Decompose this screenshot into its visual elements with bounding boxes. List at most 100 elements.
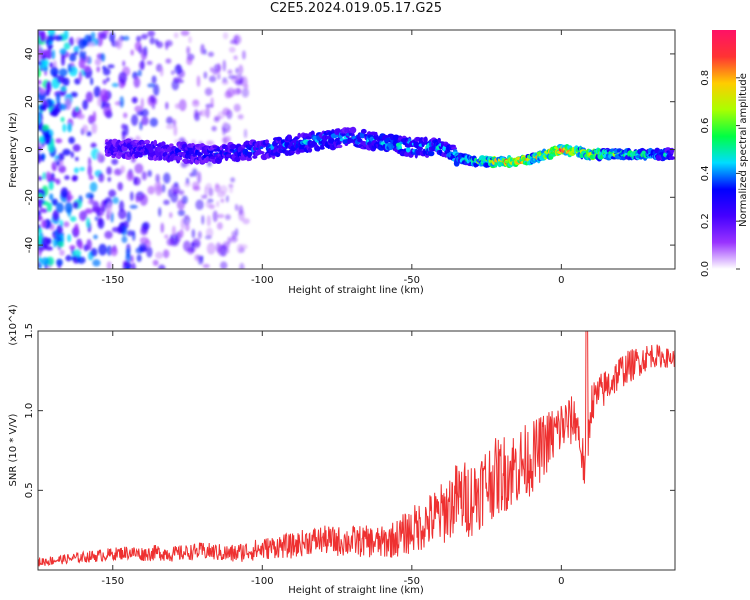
spectrogram-noise-blob [166,238,174,246]
spectrogram-noise-blob [106,245,113,256]
spectrogram-noise-blob [153,182,161,191]
spectrogram-noise-blob [196,75,201,88]
spectrogram-noise-blob [121,130,126,143]
spectrogram-noise-blob [95,216,99,221]
spectrogram-noise-blob [75,106,79,112]
spectrogram-noise-blob [68,136,75,144]
spectrogram-noise-blob [96,151,102,163]
spectrogram-noise-blob [203,71,208,79]
spectrogram-noise-blob [59,48,67,55]
spectrogram-noise-blob [207,51,215,57]
spectrogram-noise-blob [52,209,60,222]
spectrogram-ridge-cell [246,156,253,161]
spectrogram-noise-blob [174,103,181,109]
spectrogram-noise-blob [188,35,192,44]
spectrogram-noise-blob [171,225,176,237]
spectrogram-noise-blob [181,195,188,205]
spectrogram-noise-blob [147,83,155,88]
spectrogram-noise-blob [166,116,174,125]
spectrogram-noise-blob [134,41,142,52]
spectrogram-noise-blob [111,158,119,165]
spectrogram-noise-blob [229,39,237,45]
spectrogram-noise-blob [38,153,42,164]
spectrogram-noise-blob [86,238,92,251]
spectrogram-noise-blob [89,181,98,193]
spectrogram-noise-blob [243,128,248,139]
spectrogram-noise-blob [228,46,236,53]
spectrogram-noise-blob [40,236,50,249]
spectrogram-noise-blob [62,123,67,133]
spectrogram-noise-blob [118,71,128,84]
spectrogram-ridge-cell [417,146,423,151]
spectrogram-noise-blob [134,163,144,174]
spectrogram-ridge-cell [415,137,420,142]
spectrogram-ridge-cell [258,151,265,155]
spectrogram-noise-blob [47,34,55,43]
spectrogram-ridge-cell [276,136,283,142]
spectrogram-noise-blob [186,56,193,66]
spectrogram-noise-blob [171,79,180,91]
spectrogram-noise-blob [58,165,67,174]
spectrogram-ridge-cell [297,132,302,139]
spectrogram-noise-blob [149,117,158,127]
spectrogram-noise-blob [205,106,210,119]
spectrogram-noise-blob [102,79,107,85]
spectrogram-noise-blob [85,91,94,103]
spectrogram-noise-blob [198,231,202,239]
spectrogram-noise-blob [133,176,141,186]
spectrogram-noise-blob [231,230,236,240]
spectrogram-noise-blob [149,37,155,45]
spectrogram-noise-blob [138,242,147,253]
spectrogram-noise-blob [227,69,233,75]
spectrogram-ridge-cell [423,136,428,143]
spectrogram-noise-blob [226,87,236,98]
spectrogram-noise-blob [201,214,205,225]
spectrogram-noise-blob [87,164,92,177]
spectrogram-noise-blob [44,89,50,97]
spectrogram-noise-blob [165,42,169,51]
spectrogram-ridge-cell [229,144,237,150]
spectrogram-noise-blob [38,215,43,221]
x-tick-label: -150 [101,275,124,286]
spectrogram-ridge-cell [392,134,400,141]
spectrogram-noise-blob [147,30,156,37]
spectrogram-noise-blob [165,124,174,130]
spectrogram-noise-blob [82,124,89,133]
spectrogram-noise-blob [65,254,72,262]
spectrogram-noise-blob [38,142,41,147]
spectrogram-noise-blob [131,262,136,269]
spectrogram-noise-blob [97,96,102,107]
spectrogram-noise-blob [129,204,138,209]
spectrogram-noise-blob [62,148,71,156]
spectrogram-ridge-cell [194,158,200,165]
spectrogram-noise-blob [51,177,57,183]
spectrogram-noise-blob [50,66,59,77]
spectrogram-noise-blob [98,217,103,226]
spectrogram-ridge-cell [307,147,313,153]
spectrogram-noise-blob [61,54,66,67]
spectrogram-noise-blob [68,36,75,47]
x-tick-label: -100 [251,576,274,587]
spectrogram-ridge-cell [331,129,335,133]
spectrogram-noise-blob [201,194,208,199]
spectrogram-heatmap [38,30,675,269]
spectrogram-noise-blob [158,264,166,269]
spectrogram-noise-blob [115,38,123,50]
spectrogram-noise-blob [204,186,208,198]
spectrogram-ridge-cell [144,139,151,145]
spectrogram-noise-blob [77,38,87,50]
spectrogram-ridge-cell [427,150,435,157]
spectrogram-noise-blob [155,251,164,259]
spectrogram-noise-blob [191,228,196,239]
spectrogram-noise-blob [117,182,123,191]
spectrogram-noise-blob [136,35,142,43]
spectrogram-noise-blob [78,58,85,69]
spectrogram-noise-blob [180,30,190,36]
spectrogram-noise-blob [40,257,50,266]
spectrogram-noise-blob [42,172,47,180]
spectrogram-noise-blob [70,151,74,159]
spectrogram-noise-blob [55,202,64,214]
spectrogram-noise-blob [57,240,64,248]
spectrogram-noise-blob [130,49,134,56]
spectrogram-ridge-cell [405,146,411,153]
